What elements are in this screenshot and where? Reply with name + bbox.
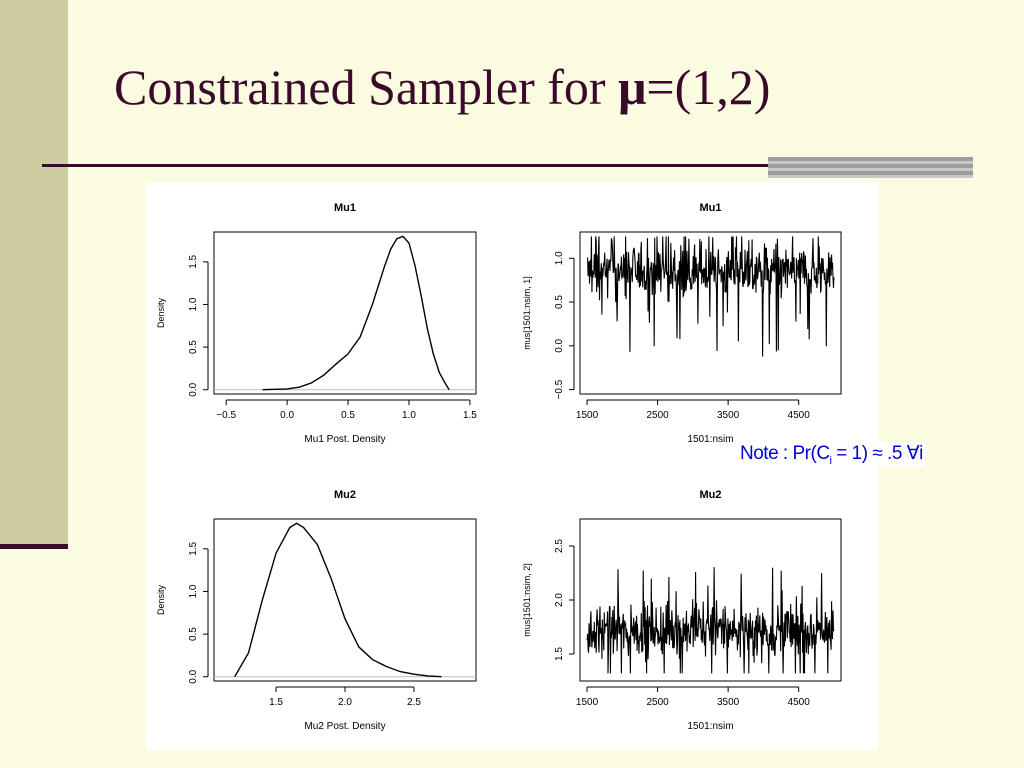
mu1-density-density-line	[262, 235, 450, 391]
mu1-density-frame	[213, 231, 477, 395]
slide-title-symbol: μ	[618, 59, 647, 115]
mu2-density-title: Mu2	[334, 489, 356, 501]
note-approx: ≈ .5 ∀i	[867, 443, 923, 464]
mu1-trace-panel	[569, 231, 842, 405]
mu2-trace-trace-line	[586, 567, 835, 674]
plot-area: Mu1 −0.5 0.0 0.5 1.0 1.5 Mu1 Post. Density 0.0 0…	[146, 182, 878, 750]
mu1-density-x-tick-label: 0.0	[280, 410, 294, 421]
mu1-trace-y-tick-label: −0.5	[554, 379, 565, 399]
mu2-density-y-tick-label: 0.5	[188, 627, 199, 641]
mu1-trace-x-label: 1501:nsim	[687, 434, 733, 445]
mu2-trace-y-tick-label: 2.0	[554, 593, 565, 607]
plots-canvas: Mu1 −0.5 0.0 0.5 1.0 1.5 Mu1 Post. Density 0.0 0…	[156, 202, 842, 732]
title-rule-accent	[768, 157, 973, 178]
mu1-trace-y-tick-label: 0.5	[554, 295, 565, 309]
mu2-trace-y-tick-label: 2.5	[554, 539, 565, 553]
mu2-density-frame	[213, 518, 477, 682]
mu2-density-x-tick-label: 2.5	[407, 697, 421, 708]
mu1-trace-title: Mu1	[700, 202, 722, 214]
note-var: C	[816, 443, 830, 464]
mu2-trace-y-label: mus[1501:nsim, 2]	[522, 563, 532, 637]
slide-title: Constrained Sampler for μ=(1,2)	[114, 62, 770, 112]
mu2-density-y-tick-label: 1.0	[188, 584, 199, 598]
mu1-density-y-tick-label: 0.5	[188, 340, 199, 354]
note-annotation: Note : Pr(Ci = 1) ≈ .5 ∀i	[738, 442, 925, 467]
mu1-density-x-tick-label: 1.0	[402, 410, 416, 421]
mu2-trace-x-label: 1501:nsim	[687, 721, 733, 732]
mu2-density-x-label: Mu2 Post. Density	[304, 721, 385, 732]
mu1-density-y-tick-label: 1.5	[188, 254, 199, 268]
note-prefix: Note : Pr	[740, 443, 811, 464]
mu1-trace-trace-line	[587, 236, 835, 357]
mu2-trace-x-tick-label: 1500	[576, 697, 599, 708]
mu1-trace-y-tick-label: 0.0	[554, 338, 565, 352]
mu2-density-x-tick-label: 1.5	[269, 697, 283, 708]
note-subscript: i	[829, 454, 832, 467]
mu1-density-x-tick-label: 0.5	[341, 410, 355, 421]
mu2-trace-frame	[579, 518, 842, 682]
mu1-density-x-tick-label: −0.5	[216, 410, 236, 421]
title-rule	[42, 164, 972, 167]
mu1-density-panel	[203, 231, 477, 405]
note-open-paren: (	[810, 443, 817, 464]
mu1-density-y-tick-label: 0.0	[188, 382, 199, 396]
mu1-density-title: Mu1	[334, 202, 356, 214]
note-equals: = 1	[831, 443, 862, 464]
mu1-trace-y-label: mus[1501:nsim, 1]	[522, 276, 532, 350]
mu2-trace-y-tick-label: 1.5	[554, 647, 565, 661]
mu1-density-y-label: Density	[156, 297, 166, 328]
side-accent-bar	[0, 0, 68, 548]
mu2-density-y-tick-label: 1.5	[188, 541, 199, 555]
mu2-density-density-line	[234, 522, 442, 678]
mu2-trace-x-tick-label: 3500	[717, 697, 740, 708]
mu1-trace-x-tick-label: 1500	[576, 410, 599, 421]
mu1-density-x-tick-label: 1.5	[463, 410, 477, 421]
mu1-trace-x-tick-label: 4500	[788, 410, 811, 421]
mu1-trace-y-tick-label: 1.0	[554, 251, 565, 265]
note-close-paren: )	[861, 443, 868, 464]
slide-title-prefix: Constrained Sampler for	[114, 59, 619, 115]
side-accent-line	[0, 544, 68, 549]
mu1-trace-x-tick-label: 2500	[646, 410, 669, 421]
mu2-trace-panel	[569, 518, 842, 692]
mu1-density-y-tick-label: 1.0	[188, 297, 199, 311]
mu1-trace-x-tick-label: 3500	[717, 410, 740, 421]
mu1-density-x-label: Mu1 Post. Density	[304, 434, 385, 445]
slide-title-suffix: =(1,2)	[646, 59, 771, 115]
mu2-density-y-tick-label: 0.0	[188, 669, 199, 683]
mu2-density-x-tick-label: 2.0	[338, 697, 352, 708]
mu2-density-y-label: Density	[156, 584, 166, 615]
mu2-trace-title: Mu2	[700, 489, 722, 501]
mu2-trace-x-tick-label: 2500	[646, 697, 669, 708]
mu2-density-panel	[203, 518, 477, 692]
mu2-trace-x-tick-label: 4500	[788, 697, 811, 708]
mu1-trace-frame	[579, 231, 842, 395]
